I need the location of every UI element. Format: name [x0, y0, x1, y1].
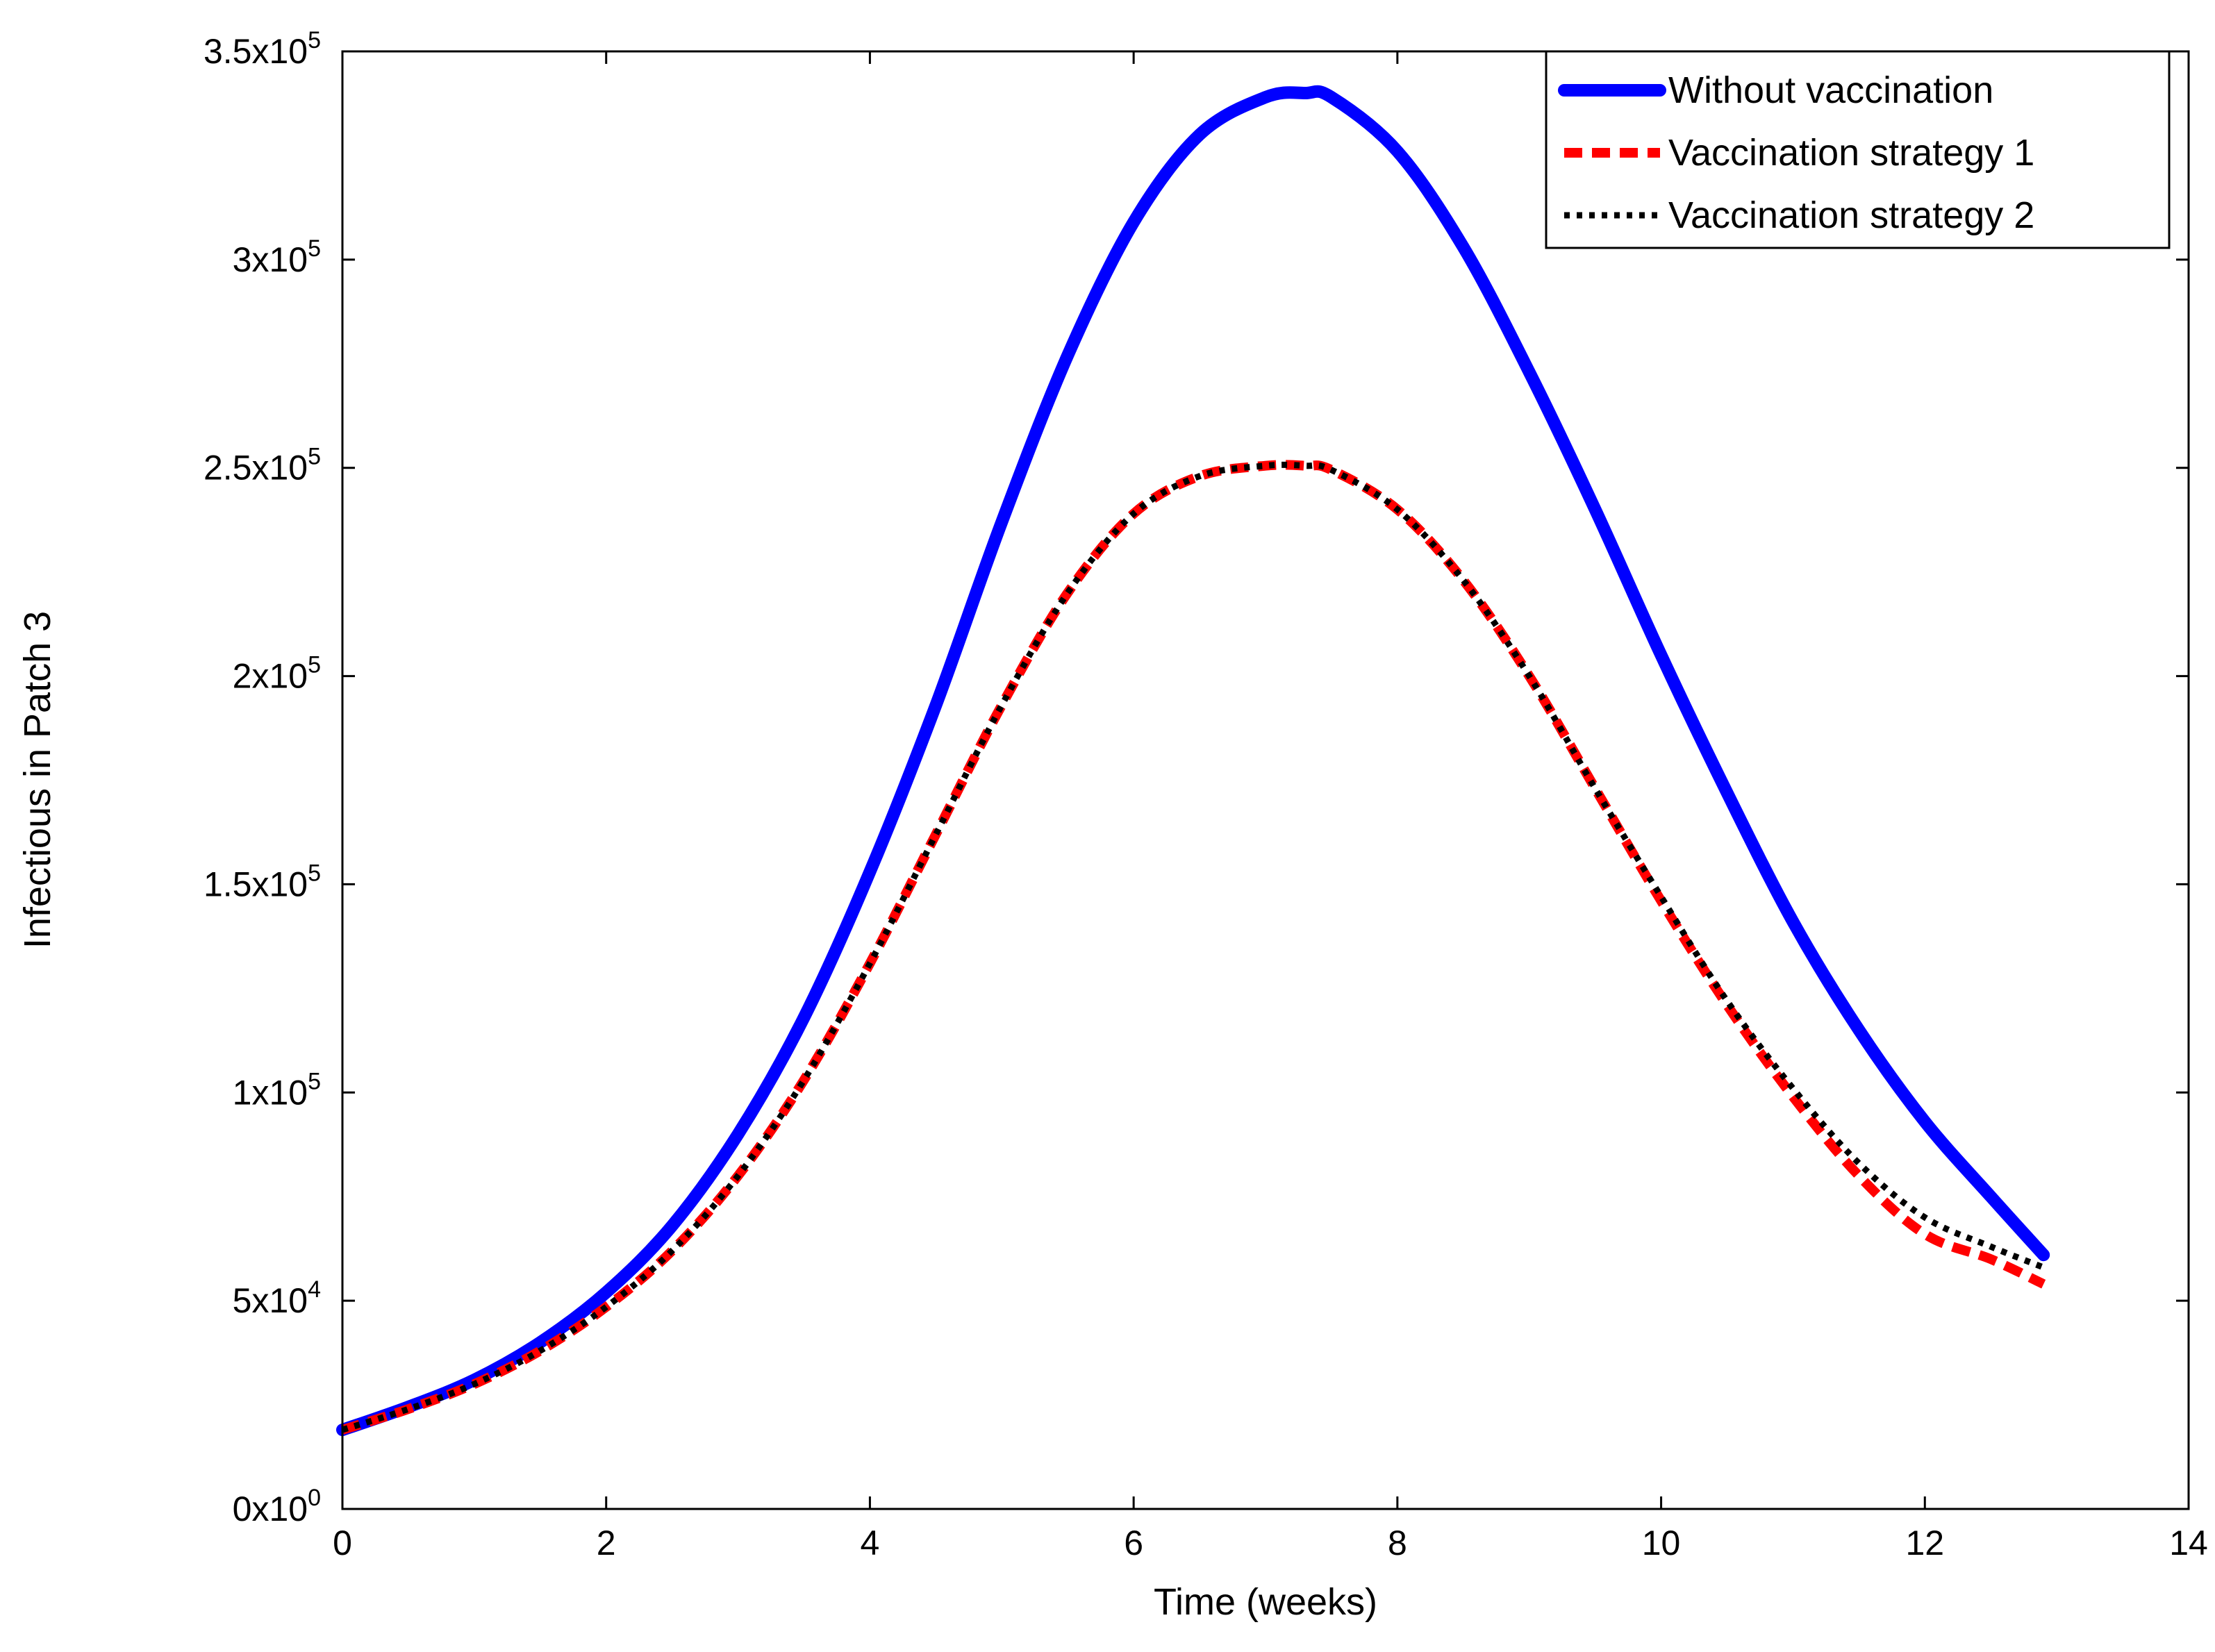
- legend-label-strategy-2: Vaccination strategy 2: [1668, 194, 2034, 236]
- y-tick-label: 3x105: [233, 235, 321, 279]
- y-tick-label: 3.5x105: [204, 27, 321, 71]
- plot-frame: [341, 50, 2190, 1510]
- y-tick-label: 2x105: [233, 652, 321, 696]
- x-tick-label: 12: [1905, 1524, 1944, 1562]
- x-tick-label: 14: [2169, 1524, 2208, 1562]
- y-tick-label: 5x104: [233, 1276, 321, 1320]
- x-tick-label: 8: [1388, 1524, 1407, 1562]
- y-tick-label: 0x100: [233, 1485, 321, 1528]
- legend-label-strategy-1: Vaccination strategy 1: [1668, 132, 2034, 174]
- x-tick-label: 6: [1124, 1524, 1143, 1562]
- y-tick-label: 1x105: [233, 1068, 321, 1112]
- x-tick-label: 4: [861, 1524, 880, 1562]
- legend: Without vaccination Vaccination strategy…: [1545, 50, 2171, 249]
- series-line-without-vaccination: [336, 85, 2050, 1437]
- series-line-vaccination-strategy-1: [340, 460, 2046, 1435]
- ticks-layer: [341, 50, 2190, 1510]
- series-layer: [336, 85, 2050, 1437]
- y-axis-title: Infectious in Patch 3: [17, 611, 58, 949]
- series-line-vaccination-strategy-2: [341, 461, 2045, 1433]
- y-tick-label: 2.5x105: [204, 444, 321, 487]
- x-tick-labels: 0 2 4 6 8 10 12 14: [333, 1524, 2208, 1562]
- x-tick-label: 0: [333, 1524, 352, 1562]
- x-tick-label: 2: [597, 1524, 616, 1562]
- x-axis-title: Time (weeks): [1154, 1581, 1377, 1623]
- legend-label-without-vaccination: Without vaccination: [1668, 69, 1993, 111]
- y-tick-labels: 0x100 5x104 1x105 1.5x105 2x105 2.5x105 3x105 3…: [204, 27, 321, 1528]
- y-tick-label: 1.5x105: [204, 860, 321, 903]
- x-tick-label: 10: [1642, 1524, 1681, 1562]
- legend-samples: [1558, 84, 1666, 219]
